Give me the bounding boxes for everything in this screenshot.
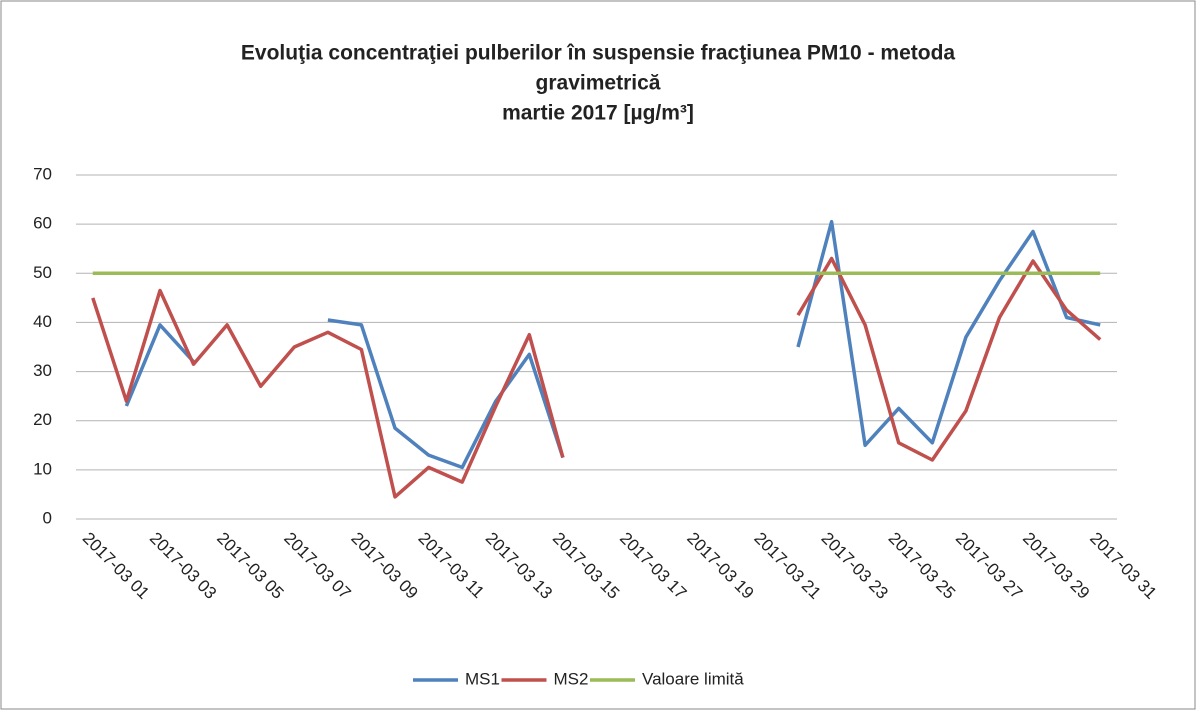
y-tick-label: 30 bbox=[33, 361, 52, 380]
chart-title: Evoluţia concentraţiei pulberilor în sus… bbox=[241, 42, 955, 65]
chart-title: martie 2017 [µg/m³] bbox=[502, 102, 694, 125]
y-tick-label: 10 bbox=[33, 459, 52, 478]
y-tick-label: 0 bbox=[43, 508, 52, 527]
y-tick-label: 20 bbox=[33, 410, 52, 429]
legend-label: Valoare limită bbox=[642, 669, 744, 688]
y-tick-label: 50 bbox=[33, 263, 52, 282]
legend-label: MS2 bbox=[554, 669, 589, 688]
series-line bbox=[91, 256, 1102, 499]
chart-title: gravimetrică bbox=[536, 72, 661, 95]
y-tick-label: 40 bbox=[33, 312, 52, 331]
y-tick-label: 70 bbox=[33, 164, 52, 183]
legend-label: MS1 bbox=[465, 669, 500, 688]
y-tick-label: 60 bbox=[33, 214, 52, 233]
